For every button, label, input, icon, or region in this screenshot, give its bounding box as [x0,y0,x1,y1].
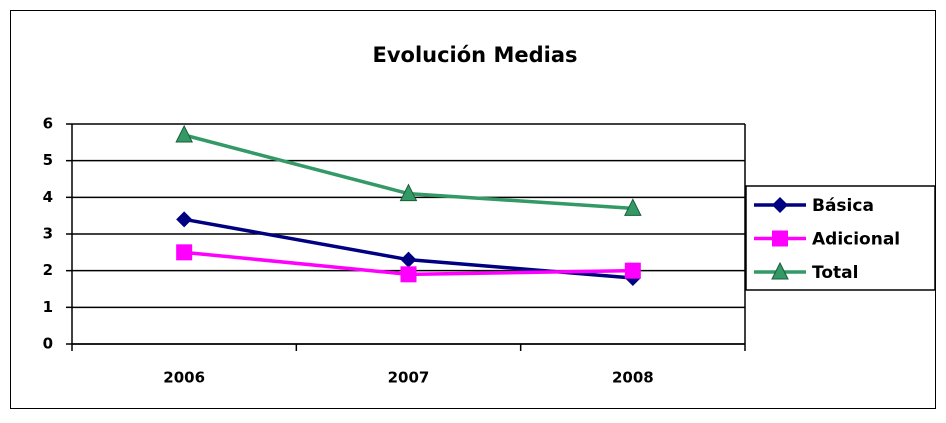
legend-label: Adicional [812,230,900,250]
marker [399,183,418,202]
marker [771,261,789,280]
y-tick-label: 1 [43,298,53,316]
legend-label: Total [812,263,858,283]
marker [772,197,788,213]
x-tick-label: 2008 [612,369,654,387]
chart-title: Evolución Medias [373,43,578,67]
marker [624,198,642,216]
marker [176,211,193,228]
marker [175,124,193,143]
marker [400,266,417,283]
legend-label: Básica [812,196,874,216]
y-tick-label: 4 [43,188,53,206]
marker [772,230,788,247]
marker [624,262,641,279]
y-tick-label: 6 [43,115,53,133]
marker [176,244,193,261]
y-tick-label: 3 [43,225,53,243]
y-tick-label: 2 [43,261,53,279]
x-tick-label: 2007 [388,369,430,387]
y-tick-label: 0 [43,335,53,353]
marker [400,251,417,268]
x-tick-label: 2006 [163,369,205,387]
y-tick-label: 5 [43,151,53,169]
